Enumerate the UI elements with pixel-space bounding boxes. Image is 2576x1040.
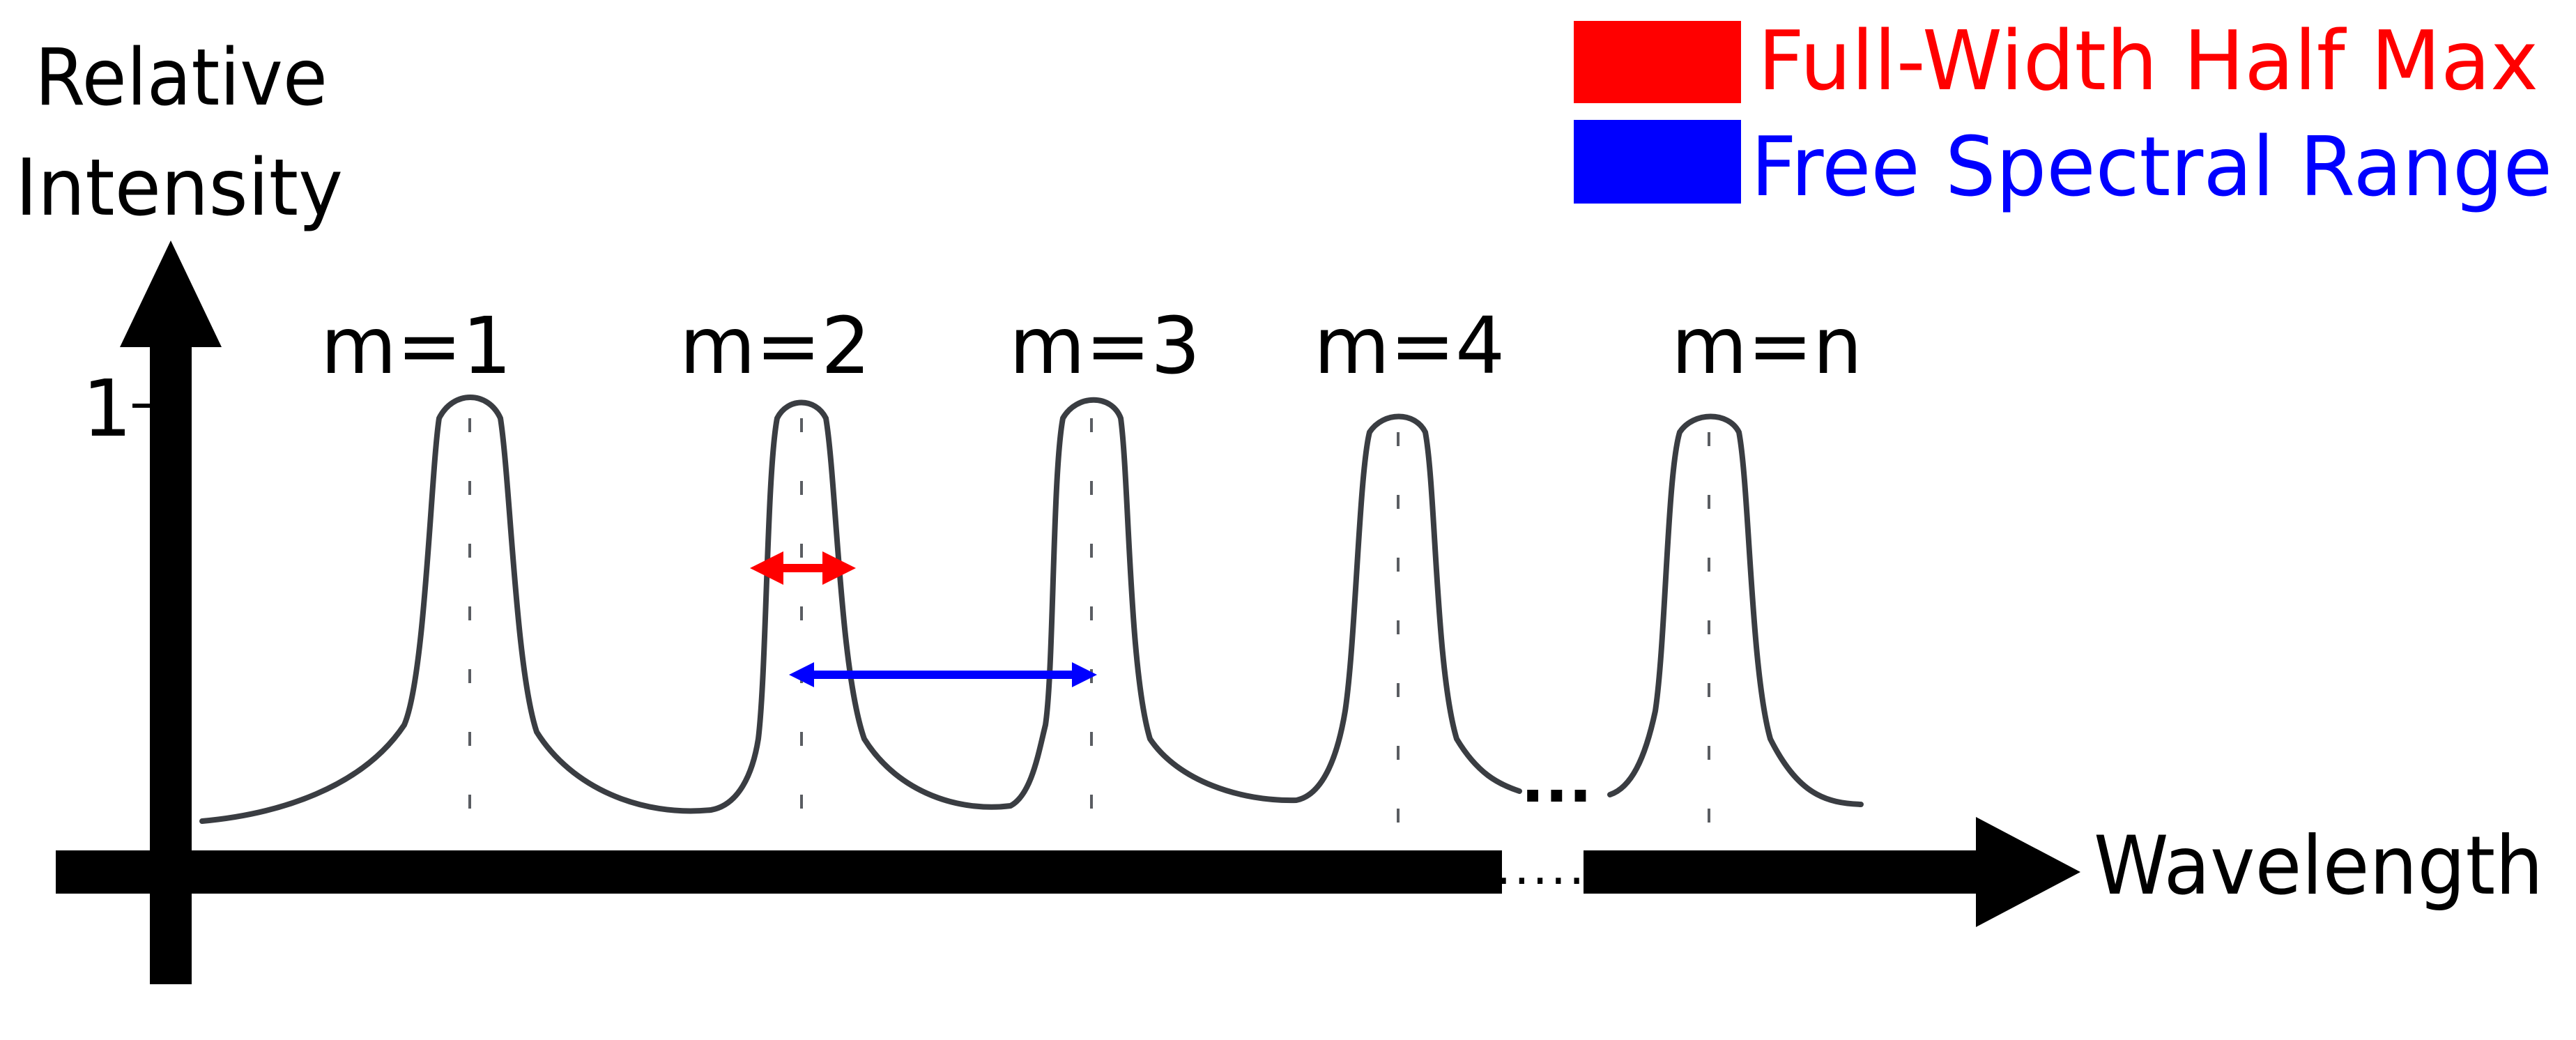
- legend-fsr-swatch: [1574, 120, 1741, 204]
- peak-label-m1: m=1: [321, 301, 512, 392]
- y-tick-label: 1: [82, 364, 132, 454]
- peak-label-m3: m=3: [1009, 301, 1200, 392]
- x-axis-line-left: [56, 850, 1502, 894]
- peak-label-mn: m=n: [1671, 301, 1862, 392]
- peak-label-m4: m=4: [1314, 301, 1505, 392]
- transmission-curve: [199, 395, 1522, 824]
- y-axis-label-line1: Relative: [35, 33, 328, 123]
- y-axis-arrowhead: [120, 240, 222, 347]
- x-axis-line-right: [1584, 850, 1988, 894]
- peak-center-guides: [468, 418, 1710, 843]
- transmission-curve-last-peak: [1607, 413, 1864, 807]
- peaks-ellipsis: ...: [1521, 744, 1593, 817]
- x-axis-arrowhead: [1976, 817, 2080, 927]
- x-axis-label: Wavelength: [2094, 819, 2543, 913]
- peak-label-m2: m=2: [680, 301, 871, 392]
- y-axis-label-line2: Intensity: [15, 143, 343, 234]
- legend-fwhm-swatch: [1574, 21, 1741, 103]
- legend-fwhm-label: Full-Width Half Max: [1758, 13, 2538, 109]
- legend-fsr-label: Free Spectral Range: [1751, 118, 2552, 215]
- x-axis-gap-dots: .....: [1496, 839, 1587, 896]
